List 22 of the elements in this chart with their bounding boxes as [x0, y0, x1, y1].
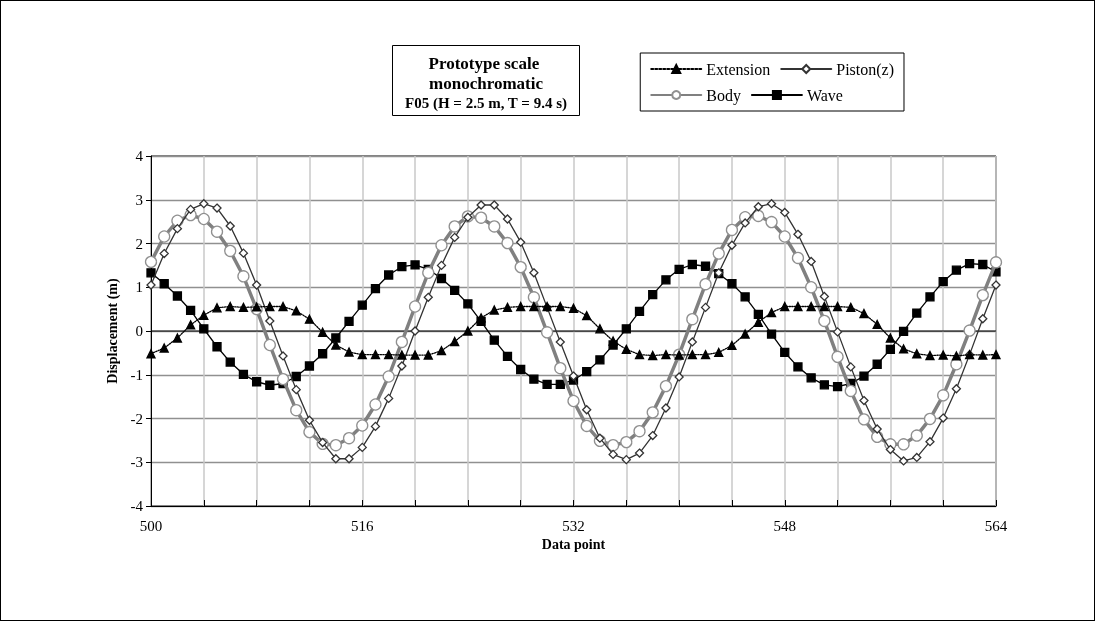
- x-tick-label: 548: [773, 517, 796, 534]
- legend-label: Extension: [706, 60, 771, 78]
- y-tick-label: -1: [130, 366, 143, 383]
- chart-title: Prototype scale monochromatic: [428, 53, 544, 93]
- y-tick-label: 3: [135, 191, 143, 208]
- x-tick-label: 500: [139, 517, 163, 534]
- y-tick-label: -2: [130, 410, 143, 427]
- x-tick-label: 564: [984, 517, 1008, 534]
- legend-label: Wave: [806, 86, 843, 104]
- x-axis-title: Data point: [541, 537, 606, 553]
- y-axis-title: Displacement (m): [104, 277, 121, 384]
- x-tick-label: 516: [351, 517, 374, 534]
- y-tick-label: 2: [135, 235, 143, 252]
- y-tick-label: -4: [130, 498, 144, 514]
- y-tick-label: 1: [135, 279, 143, 296]
- x-tick-label: 532: [562, 517, 585, 534]
- legend-label: Piston(z): [836, 60, 895, 79]
- y-tick-label: 4: [135, 148, 144, 164]
- chart-subtitle: F05 (H = 2.5 m, T = 9.4 s): [405, 94, 567, 112]
- y-tick-label: 0: [135, 323, 143, 339]
- legend-label: Body: [706, 86, 741, 105]
- y-tick-label: -3: [130, 454, 143, 471]
